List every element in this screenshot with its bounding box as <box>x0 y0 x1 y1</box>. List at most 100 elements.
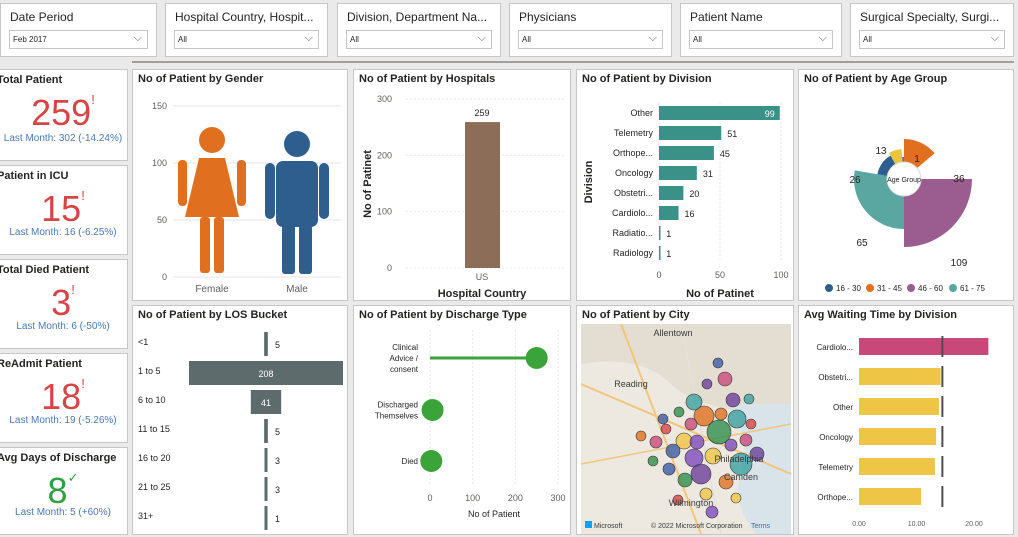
division-panel[interactable]: No of Patient by Division 0 50 100 Other 99 T… <box>576 69 794 301</box>
city-bubble <box>635 430 647 442</box>
los-panel[interactable]: No of Patient by LOS Bucket <1 5 1 to 5 208… <box>132 305 348 535</box>
kpi-subtitle: Last Month: 19 (-5.26%) <box>9 415 117 426</box>
slicer-dropdown[interactable]: All ⌵ <box>174 30 319 49</box>
status-icon: ! <box>71 282 75 297</box>
city-map[interactable]: Allentown Reading Philadelphia Camden Wilmin… <box>581 324 791 534</box>
discharge-chart: 0 100 200 300 Clinical Advice / consent Dischar… <box>375 330 566 519</box>
bar <box>659 166 697 180</box>
kpi-title: Patient in ICU <box>0 170 69 182</box>
y-tick-label: 0 <box>162 272 167 282</box>
microsoft-logo <box>585 521 592 528</box>
city-bubble <box>745 418 757 430</box>
female-arm <box>178 160 187 206</box>
map-terms-link: Terms <box>751 523 771 530</box>
x-tick-label: 20.00 <box>965 521 983 528</box>
pie-slice <box>854 170 904 229</box>
bar <box>659 246 661 260</box>
category-label: Obstetri... <box>818 373 853 382</box>
city-bubble <box>647 455 659 467</box>
slicer-title: Hospital Country, Hospit... <box>175 10 314 24</box>
slicer-dropdown[interactable]: All ⌵ <box>859 30 1005 49</box>
waiting-panel[interactable]: Avg Waiting Time by Division 0.00 10.00 20… <box>798 305 1014 535</box>
male-arm <box>319 163 329 219</box>
gender-panel[interactable]: No of Patient by Gender 0 50 100 150 Female M… <box>132 69 348 301</box>
pie-slice <box>902 157 904 163</box>
map-attribution: © 2022 Microsoft Corporation <box>651 522 743 530</box>
chevron-down-icon: ⌵ <box>304 32 313 44</box>
bar <box>859 368 941 385</box>
bar <box>659 146 714 160</box>
kpi-value-row: 3! <box>0 282 127 324</box>
data-label: 109 <box>951 258 968 269</box>
category-label: Telemetry <box>818 463 853 472</box>
city-bubble <box>657 413 669 425</box>
center-label: Age Group <box>887 177 921 184</box>
x-axis-title: Hospital Country <box>438 288 527 300</box>
pie-slice <box>904 139 935 169</box>
category-label: 21 to 25 <box>138 482 171 492</box>
x-tick-label: 10.00 <box>908 521 926 528</box>
category-label: Other <box>833 403 853 412</box>
y-axis-title: Division <box>583 160 595 203</box>
slicer-dropdown[interactable]: All ⌵ <box>689 30 833 49</box>
kpi-card[interactable]: Total Died Patient 3! Last Month: 6 (-50%) <box>0 259 128 349</box>
slicer-dropdown[interactable]: All ⌵ <box>518 30 663 49</box>
kpi-title: Total Patient <box>0 74 63 86</box>
category-label: Oncology <box>819 433 853 442</box>
y-tick-label: 100 <box>152 158 167 168</box>
y-tick-label: 200 <box>377 150 392 160</box>
x-axis-title: No of Patinet <box>686 288 754 300</box>
kpi-value: 8 <box>47 470 68 511</box>
slicer-value: All <box>863 35 872 44</box>
y-tick-label: 150 <box>152 101 167 111</box>
data-label: 65 <box>856 238 868 249</box>
kpi-value-row: 15! <box>0 188 127 230</box>
x-tick-label: 200 <box>508 493 523 503</box>
slicer-dropdown[interactable]: Feb 2017 ⌵ <box>9 30 148 49</box>
x-tick-label: 100 <box>465 493 480 503</box>
kpi-card[interactable]: Total Patient 259! Last Month: 302 (-14.24… <box>0 69 128 161</box>
x-axis-title: No of Patient <box>468 509 521 519</box>
data-label: 99 <box>765 109 775 119</box>
kpi-value-row: 18! <box>0 376 127 418</box>
slicer-0: Date Period Feb 2017 ⌵ <box>0 3 157 57</box>
slicer-title: Physicians <box>519 10 577 24</box>
data-label: 3 <box>275 456 280 466</box>
kpi-card[interactable]: ReAdmit Patient 18! Last Month: 19 (-5.26%… <box>0 353 128 443</box>
kpi-card[interactable]: Avg Days of Discharge 8✓ Last Month: 5 (+6… <box>0 447 128 535</box>
slicer-value: All <box>522 35 531 44</box>
kpi-subtitle: Last Month: 6 (-50%) <box>16 321 110 332</box>
bar <box>859 428 937 445</box>
y-tick-label: 50 <box>157 215 167 225</box>
female-leg <box>200 217 210 273</box>
legend-label: 61 - 75 <box>960 284 985 293</box>
city-bubble <box>684 417 698 431</box>
age-panel[interactable]: No of Patient by Age Group Age Group 36 10… <box>798 69 1014 301</box>
city-panel[interactable]: No of Patient by City Allentown Reading Ph… <box>576 305 794 535</box>
city-bubble <box>685 393 703 411</box>
category-label: Discharged Themselves <box>375 401 418 421</box>
slicer-value: All <box>693 35 702 44</box>
category-label: Clinical Advice / consent <box>390 343 419 374</box>
kpi-subtitle: Last Month: 5 (+60%) <box>15 507 111 518</box>
panel-title: No of Patient by Division <box>582 73 712 85</box>
bar <box>264 419 268 443</box>
status-icon: ✓ <box>67 470 79 485</box>
x-tick-label: Female <box>195 284 229 295</box>
legend-swatch <box>949 284 957 292</box>
female-arm <box>237 160 246 206</box>
city-bubble <box>704 447 722 465</box>
city-bubble <box>662 462 676 476</box>
legend-swatch <box>825 284 833 292</box>
legend-swatch <box>866 284 874 292</box>
slicer-dropdown[interactable]: All ⌵ <box>346 30 492 49</box>
city-bubble <box>717 371 733 387</box>
data-label: 5 <box>275 427 280 437</box>
map-label: Camden <box>724 472 758 482</box>
x-tick-label: 50 <box>715 270 725 280</box>
legend-swatch <box>907 284 915 292</box>
kpi-card[interactable]: Patient in ICU 15! Last Month: 16 (-6.25%) <box>0 165 128 255</box>
hospitals-panel[interactable]: No of Patient by Hospitals 0 100 200 300 259… <box>353 69 571 301</box>
discharge-panel[interactable]: No of Patient by Discharge Type 0 100 200 3… <box>353 305 571 535</box>
city-bubble <box>725 392 741 408</box>
